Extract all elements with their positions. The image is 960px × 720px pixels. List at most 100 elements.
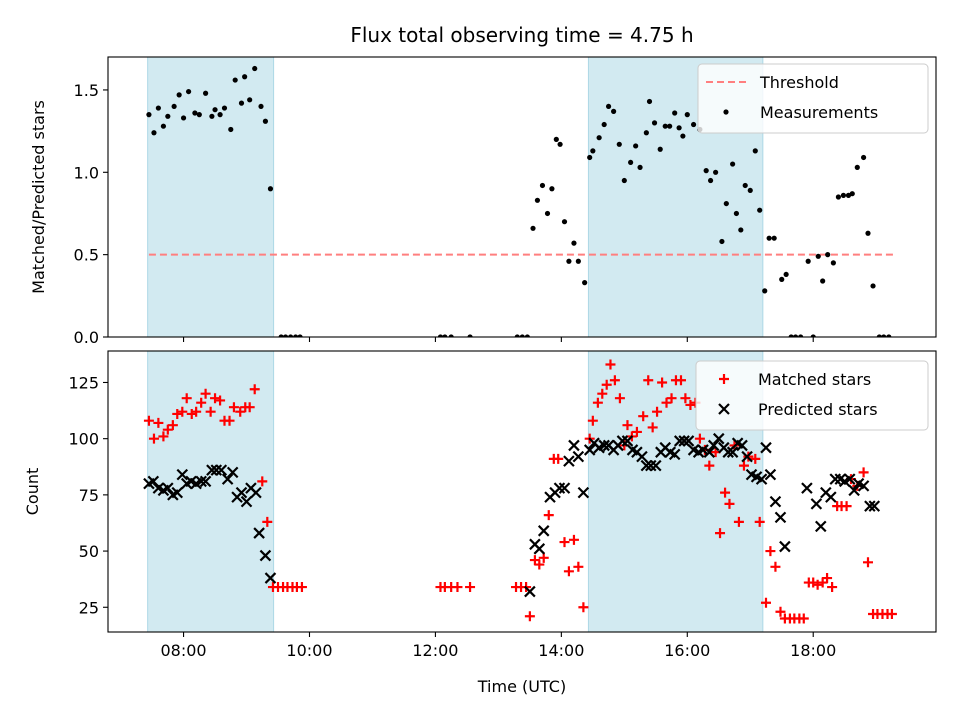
- measurement-point: [185, 88, 192, 95]
- measurement-point: [643, 130, 649, 136]
- measurement-point: [672, 110, 678, 116]
- measurement-point: [798, 334, 804, 337]
- predicted-star-point: [640, 459, 653, 472]
- legend: Matched stars Predicted stars: [695, 360, 929, 431]
- matched-star-point: [675, 375, 686, 386]
- measurement-point: [616, 141, 622, 147]
- predicted-star-point: [553, 482, 566, 494]
- matched-star-point: [605, 359, 616, 370]
- measurement-point: [524, 334, 530, 337]
- predicted-star-point: [760, 441, 772, 454]
- top-panel: 0.0 0.5 1.0 1.5 Matched/Predicted stars Flux …: [29, 23, 937, 347]
- predicted-star-point: [577, 486, 590, 499]
- measurement-point: [601, 121, 607, 128]
- matched-star-point: [228, 402, 239, 413]
- predicted-star-point: [171, 486, 184, 499]
- predicted-star-point: [199, 475, 212, 488]
- legend-label: Threshold: [759, 73, 839, 92]
- measurement-point: [544, 210, 551, 217]
- matched-star-point: [244, 402, 255, 413]
- measurement-point: [258, 103, 264, 110]
- predicted-star-point: [250, 486, 262, 499]
- matched-star-point: [770, 561, 781, 572]
- matched-star-point: [224, 415, 235, 426]
- matched-star-point: [812, 579, 823, 590]
- matched-star-point: [638, 411, 649, 422]
- legend-label: Predicted stars: [758, 400, 878, 419]
- measurement-point: [293, 334, 299, 337]
- measurement-point: [571, 240, 577, 246]
- measurement-point: [530, 225, 536, 231]
- predicted-star-point: [215, 464, 228, 476]
- measurement-point: [539, 182, 546, 189]
- measurement-point: [783, 271, 789, 278]
- matched-star-point: [647, 422, 658, 433]
- measurement-point: [611, 108, 617, 114]
- measurement-point: [437, 334, 444, 337]
- measurement-point: [247, 97, 253, 103]
- y-axis-label: Count: [23, 468, 42, 516]
- measurement-point: [835, 194, 842, 200]
- matched-star-point: [181, 393, 192, 404]
- series-x: [143, 432, 881, 598]
- predicted-star-point: [558, 482, 571, 494]
- measurement-point: [534, 197, 541, 203]
- matched-star-point: [553, 453, 564, 464]
- measurement-point: [881, 334, 887, 337]
- legend-label: Measurements: [760, 103, 878, 122]
- measurement-point: [267, 186, 274, 192]
- measurement-point: [830, 260, 836, 266]
- matched-star-point: [296, 582, 307, 593]
- measurement-point: [680, 133, 686, 139]
- measurement-point: [165, 113, 171, 119]
- measurement-point: [738, 227, 744, 233]
- predicted-star-point: [537, 525, 550, 537]
- measurement-point: [690, 121, 697, 128]
- measurement-point: [587, 154, 593, 161]
- measurement-point: [151, 130, 157, 136]
- matched-star-point: [631, 426, 642, 437]
- predicted-star-point: [678, 435, 690, 447]
- matched-star-point: [215, 395, 226, 406]
- measurement-point: [519, 334, 525, 337]
- measurement-point: [146, 112, 152, 118]
- matched-star-point: [661, 397, 672, 408]
- measurement-point: [854, 164, 860, 170]
- measurement-point: [575, 258, 581, 264]
- x-tick-label: 12:00: [412, 641, 458, 660]
- measurement-point: [160, 123, 167, 129]
- measurement-point: [628, 159, 634, 166]
- matched-star-point: [609, 375, 620, 386]
- x-tick-label: 16:00: [664, 641, 710, 660]
- predicted-star-point: [774, 511, 787, 524]
- predicted-star-point: [726, 446, 739, 458]
- measurement-point: [719, 238, 725, 245]
- matched-star-point: [563, 566, 574, 577]
- measurement-point: [196, 112, 202, 118]
- matched-star-point: [559, 537, 570, 548]
- matched-star-point: [733, 516, 744, 527]
- y-tick-label: 100: [68, 430, 99, 449]
- predicted-star-point: [707, 439, 720, 452]
- predicted-star-point: [864, 500, 876, 512]
- predicted-star-point: [843, 473, 856, 485]
- chart-title: Flux total observing time = 4.75 h: [350, 23, 693, 47]
- measurement-point: [886, 334, 892, 337]
- predicted-star-point: [524, 585, 536, 598]
- matched-star-point: [158, 431, 169, 442]
- measurement-point: [514, 334, 520, 337]
- matched-star-point: [200, 388, 211, 399]
- measurement-point: [766, 235, 772, 241]
- matched-star-point: [210, 393, 221, 404]
- predicted-star-point: [779, 540, 791, 553]
- measurement-point: [870, 283, 876, 289]
- matched-star-point: [249, 384, 260, 395]
- predicted-star-point: [668, 448, 681, 461]
- measurement-point: [707, 177, 714, 184]
- predicted-star-point: [616, 435, 629, 447]
- matched-star-point: [738, 460, 749, 471]
- matched-star-point: [862, 557, 873, 568]
- measurement-point: [876, 334, 882, 337]
- y-tick-label: 25: [79, 598, 99, 617]
